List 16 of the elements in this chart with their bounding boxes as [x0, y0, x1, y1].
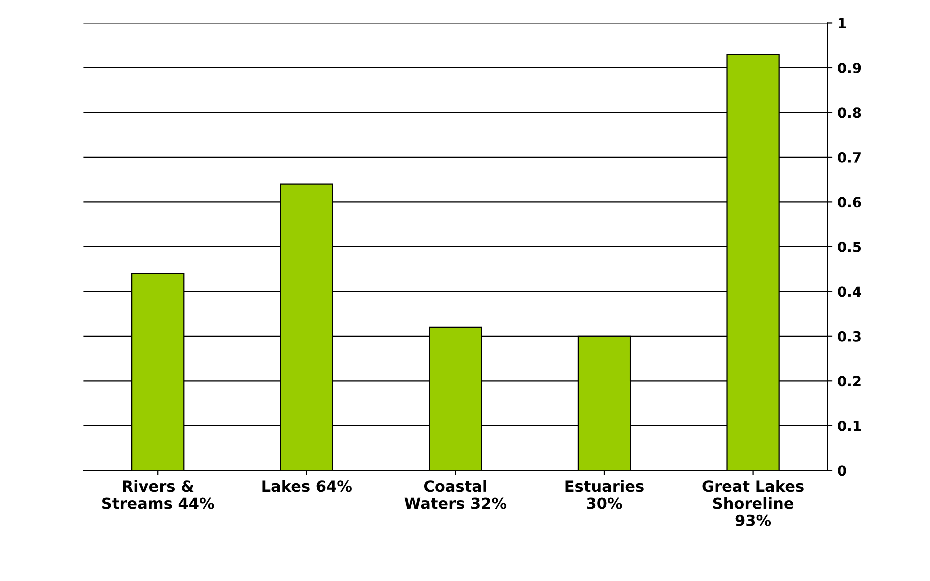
x-tick-label: Great Lakes Shoreline 93%	[702, 480, 804, 526]
x-tick-label: Coastal Waters 32%	[404, 480, 507, 510]
y-tick-label: 0.8	[838, 108, 862, 118]
y-tick-label: 0.2	[838, 376, 861, 387]
y-tick-label: 0.6	[838, 197, 862, 208]
y-tick-label: 1	[838, 18, 846, 29]
y-tick-label: 0	[838, 466, 846, 476]
x-tick-label: Estuaries 30%	[566, 480, 644, 510]
y-tick-label: 0.3	[838, 331, 861, 342]
y-tick-label: 0.7	[838, 152, 861, 163]
y-tick-label: 0.9	[838, 62, 862, 74]
x-tick-label: Lakes 64%	[262, 480, 352, 492]
y-tick-label: 0.1	[838, 420, 862, 432]
y-tick-label: 0.4	[838, 286, 862, 298]
y-tick-label: 0.5	[838, 242, 862, 252]
x-tick-label: Rivers & Streams 44%	[102, 480, 214, 510]
